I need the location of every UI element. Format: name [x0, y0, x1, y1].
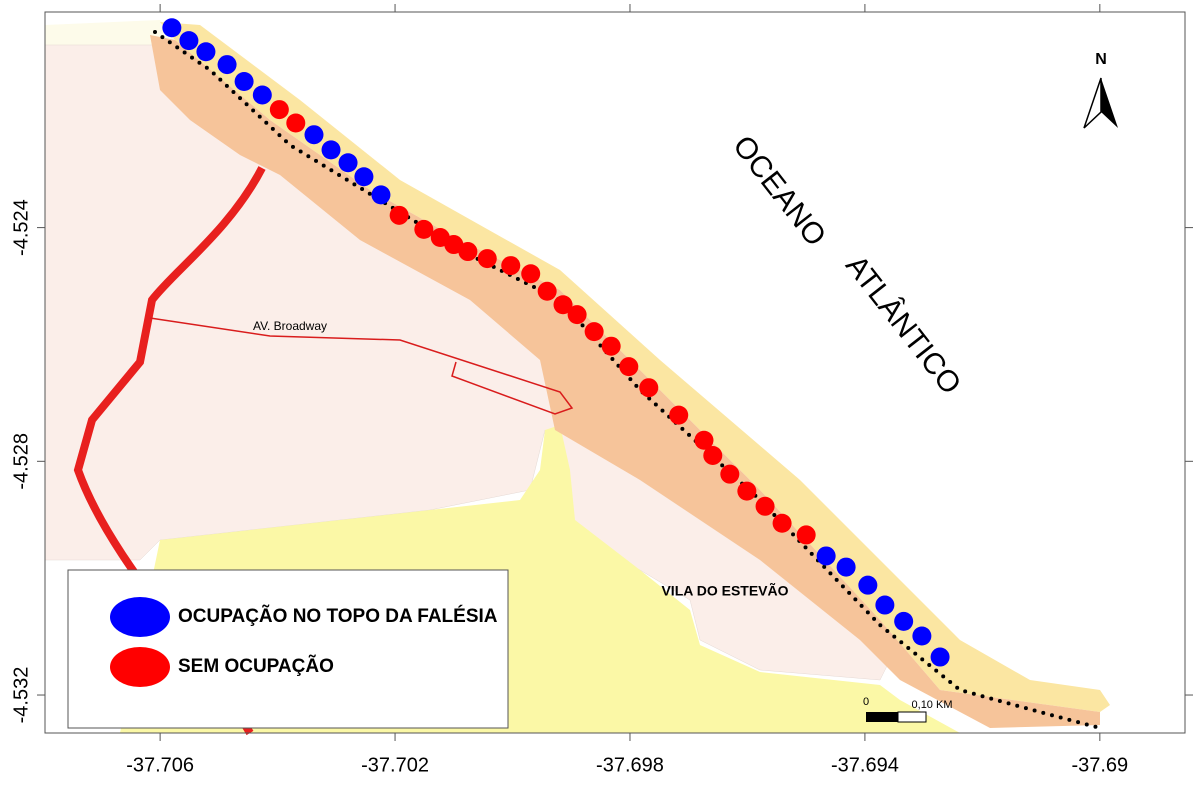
survey-point [619, 357, 639, 377]
survey-point [669, 405, 689, 425]
north-label: N [1095, 51, 1107, 68]
survey-point [553, 295, 573, 315]
survey-point [584, 322, 604, 342]
survey-point [772, 513, 792, 533]
x-tick-label: -37.702 [361, 754, 429, 776]
survey-point [286, 113, 306, 133]
survey-point [162, 18, 182, 38]
scale-label: 0 [863, 696, 869, 708]
survey-point [321, 140, 341, 160]
y-tick-label: -4.532 [10, 667, 32, 724]
scale-bar [897, 711, 927, 723]
survey-point [414, 219, 434, 239]
survey-point [371, 185, 391, 205]
survey-point [521, 264, 541, 284]
survey-point [875, 595, 895, 615]
survey-point [737, 481, 757, 501]
legend-swatch [110, 597, 170, 637]
survey-point [755, 496, 775, 516]
beach [160, 22, 1110, 712]
survey-point [639, 378, 659, 398]
coastline [153, 30, 1102, 730]
x-tick-label: -37.706 [126, 754, 194, 776]
survey-point [444, 235, 464, 255]
legend: OCUPAÇÃO NO TOPO DA FALÉSIA SEM OCUPAÇÃO [67, 569, 509, 729]
x-tick-label: -37.69 [1071, 754, 1128, 776]
y-tick-label: -4.524 [10, 199, 32, 256]
map-frame [44, 11, 1186, 734]
survey-point [501, 256, 521, 276]
scale-label: 0,10 KM [912, 699, 953, 711]
place-label: VILA DO ESTEVÃO [661, 582, 788, 599]
survey-point [196, 42, 216, 62]
survey-point [912, 626, 932, 646]
survey-point [304, 125, 324, 145]
survey-point [694, 430, 714, 450]
survey-point [338, 153, 358, 173]
survey-point [601, 336, 621, 356]
survey-point [836, 557, 856, 577]
survey-point [354, 167, 374, 187]
cliff-zone [150, 35, 1100, 728]
x-tick-label: -37.698 [596, 754, 664, 776]
x-tick-label: -37.694 [831, 754, 899, 776]
survey-point [703, 445, 723, 465]
survey-point [477, 249, 497, 269]
survey-point [858, 575, 878, 595]
survey-point [389, 205, 409, 225]
north-arrow [1101, 78, 1118, 128]
scale-bar [866, 712, 898, 722]
survey-point [269, 100, 289, 120]
survey-point [252, 85, 272, 105]
y-tick-label: -4.528 [10, 433, 32, 490]
legend-swatch [110, 647, 170, 687]
survey-point [930, 647, 950, 667]
survey-point [458, 242, 478, 262]
survey-point [567, 305, 587, 325]
survey-point [720, 464, 740, 484]
legend-label: SEM OCUPAÇÃO [178, 655, 334, 677]
survey-point [217, 55, 237, 75]
survey-point [796, 525, 816, 545]
street-label: AV. Broadway [253, 319, 327, 333]
survey-point [894, 611, 914, 631]
survey-point [234, 72, 254, 92]
survey-point [816, 546, 836, 566]
survey-point [179, 31, 199, 51]
avenue [149, 317, 574, 415]
survey-point [537, 281, 557, 301]
legend-label: OCUPAÇÃO NO TOPO DA FALÉSIA [178, 605, 498, 627]
